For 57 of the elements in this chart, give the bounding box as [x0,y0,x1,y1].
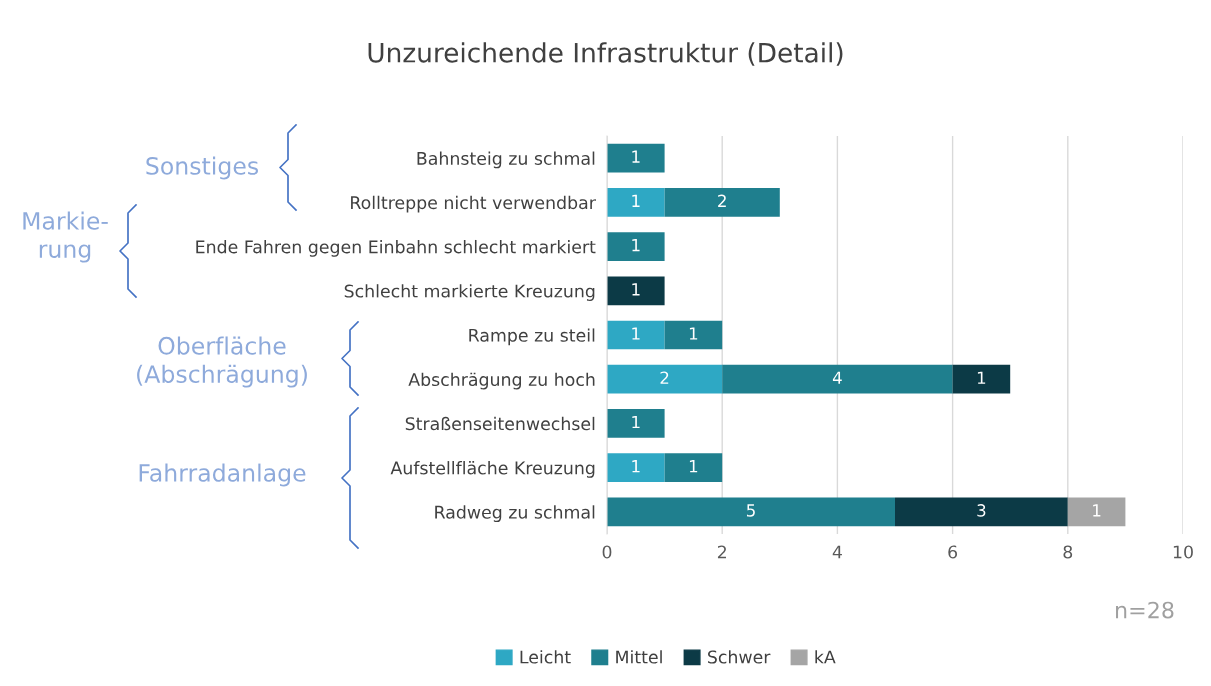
y-tick-label: Radweg zu schmal [435,505,595,523]
data-label: 1 [632,150,640,163]
data-label: 5 [746,504,755,517]
y-tick-label: Rampe zu steil [469,328,595,346]
y-tick-label: Ende Fahren gegen Einbahn schlecht markiert [196,239,596,257]
y-tick-label: Abschrägung zu hoch [408,372,595,390]
data-label: 1 [689,460,698,473]
bar [664,320,723,350]
bar [895,497,1068,527]
chart-title: Unzureichende Infrastruktur (Detail) [368,42,843,66]
y-tick-label: Aufstellfläche Kreuzung [390,461,595,478]
legend-label: kA [815,650,836,664]
x-tick-label: 10 [1173,545,1193,559]
bar [607,453,665,483]
legend-label: Mittel [616,650,662,664]
data-label: 1 [1093,504,1101,517]
text: Sonstiges [146,156,259,180]
bar [664,187,780,217]
data-label: 2 [660,371,669,384]
text: Markie- rung [23,211,108,263]
y-tick-label: Rolltreppe nicht verwendbar [351,195,596,213]
bar [952,364,1011,394]
x-tick-label: 0 [602,545,612,559]
x-tick-label: 8 [1063,545,1073,559]
bar [607,276,665,306]
data-label: 2 [718,194,726,207]
data-label: 1 [632,239,640,252]
bar [607,409,665,438]
data-label: 1 [632,460,640,473]
bar [607,143,665,173]
text: Fahrradanlage [139,463,306,487]
x-tick-label: 2 [717,545,726,559]
bar [607,187,665,217]
data-label: 1 [689,327,698,340]
bar [607,364,723,394]
bar [607,497,895,527]
text: Oberfläche (Abschrägung) [137,336,307,388]
legend-label: Leicht [520,650,571,664]
bar [607,232,665,261]
data-label: 4 [832,371,842,384]
text: n=28 [1116,601,1174,619]
data-label: 1 [977,371,986,384]
data-label: 1 [632,415,640,429]
y-tick-label: Schlecht markierte Kreuzung [344,284,595,301]
bar [722,364,953,394]
x-tick-label: 4 [832,545,842,559]
data-label: 3 [977,504,986,517]
y-tick-label: Straßenseitenwechsel [405,416,595,431]
x-tick-label: 6 [948,545,958,559]
data-label: 1 [632,327,640,340]
data-label: 1 [632,283,640,296]
data-label: 1 [632,194,640,207]
bar [607,320,665,350]
y-tick-label: Bahnsteig zu schmal [417,151,595,169]
bar [1067,497,1126,527]
bar [664,453,723,483]
legend-label: Schwer [708,650,771,664]
